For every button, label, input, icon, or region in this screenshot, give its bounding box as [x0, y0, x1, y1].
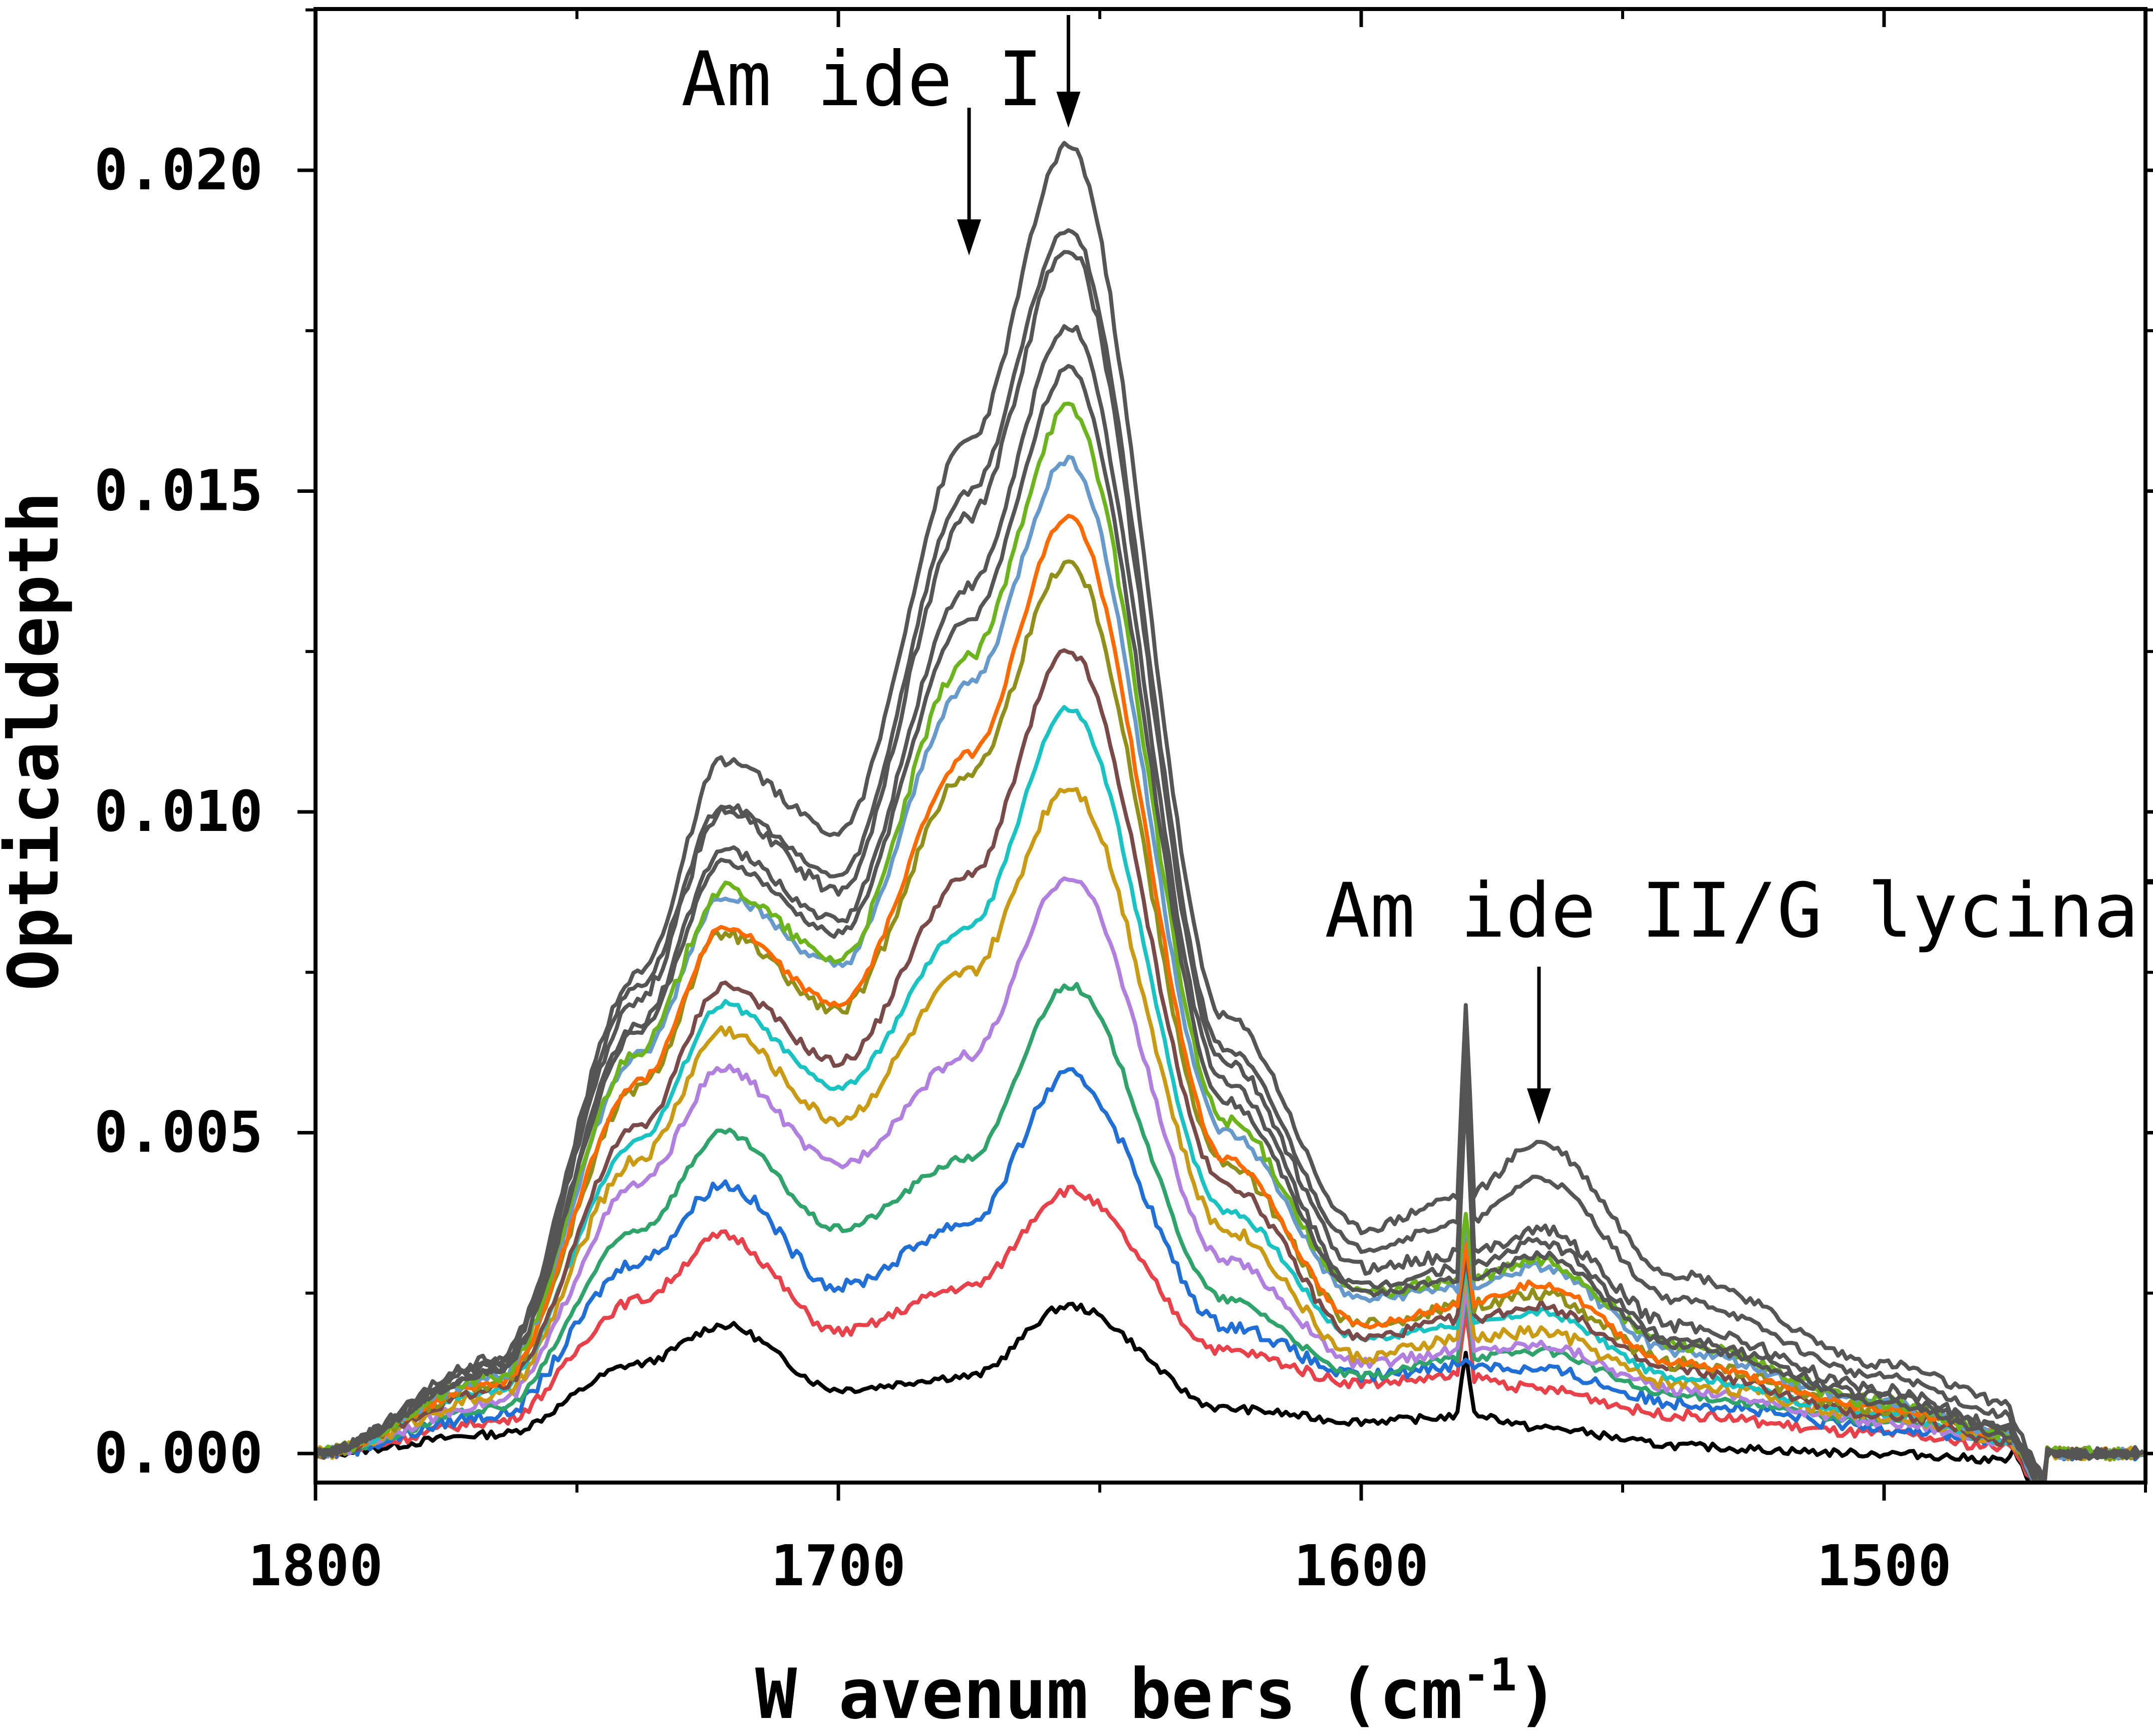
series-line: [316, 1302, 2143, 1483]
series-line: [316, 250, 2145, 1483]
series-line: [316, 705, 2144, 1483]
plot-frame: [314, 7, 2147, 1485]
x-tick-label: 1500: [1816, 1534, 1952, 1599]
arrow-head: [1056, 92, 1081, 128]
annotation-arrows: [957, 15, 1551, 1124]
series-line: [316, 787, 2144, 1483]
y-tick-label: 0.015: [94, 459, 263, 524]
x-tick-label: 1600: [1294, 1534, 1429, 1599]
annotation-amide-ii-glycinal: Am ide II/G lycinal: [1325, 867, 2153, 955]
x-axis-title-main: W avenum bers (cm: [755, 1654, 1462, 1734]
y-tick-label: 0.010: [94, 779, 263, 844]
series-line: [316, 559, 2144, 1483]
series-line: [316, 401, 2144, 1483]
series-line: [316, 1185, 2143, 1483]
y-tick-label: 0.005: [94, 1100, 263, 1166]
x-tick-label: 1700: [771, 1534, 906, 1599]
axis-tick-labels: 1800 1700 1600 1500 0.000 0.005 0.010 0.015 0.02…: [94, 138, 1952, 1599]
x-axis-title-superscript: -1: [1462, 1649, 1516, 1701]
y-tick-label: 0.000: [94, 1421, 263, 1486]
series-line: [316, 141, 2145, 1480]
series-line: [316, 513, 2144, 1483]
y-axis-title: Opticaldepth: [0, 492, 74, 991]
arrow-head: [957, 219, 981, 255]
annotation-amide-i: Am ide I: [681, 36, 1043, 123]
series-line: [316, 364, 2144, 1483]
series-group: [316, 141, 2145, 1483]
x-tick-label: 1800: [248, 1534, 383, 1599]
x-axis-title-close: ): [1517, 1654, 1559, 1734]
arrow-head: [1526, 1088, 1551, 1124]
x-axis-title: W avenum bers (cm-1): [755, 1649, 1559, 1734]
series-line: [316, 982, 2144, 1483]
series-line: [316, 1067, 2144, 1483]
series-line: [316, 228, 2144, 1483]
y-tick-label: 0.020: [94, 138, 263, 203]
